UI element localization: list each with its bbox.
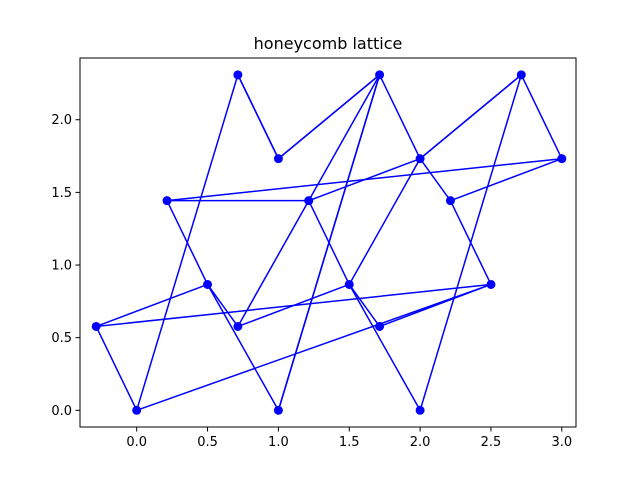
data-point-10 [162, 196, 172, 206]
data-point-15 [557, 154, 567, 164]
data-point-18 [516, 70, 526, 80]
data-point-14 [415, 154, 425, 164]
data-point-16 [233, 70, 243, 80]
data-point-9 [486, 279, 496, 289]
data-point-6 [375, 321, 385, 331]
x-tick-label: 1.0 [268, 435, 289, 450]
y-tick-label: 2.0 [51, 113, 72, 128]
y-tick-label: 0.5 [51, 331, 72, 346]
x-tick-label: 0.5 [197, 435, 218, 450]
y-tick-label: 1.5 [51, 186, 72, 201]
data-point-11 [304, 196, 314, 206]
data-point-5 [233, 321, 243, 331]
data-point-13 [273, 154, 283, 164]
series-line-6 [277, 74, 563, 412]
data-point-4 [91, 321, 101, 331]
data-point-1 [132, 405, 142, 415]
data-point-17 [375, 70, 385, 80]
markers-layer [91, 70, 567, 415]
chart-title: honeycomb lattice [254, 34, 403, 53]
x-tick-label: 2.0 [410, 435, 431, 450]
data-point-12 [445, 196, 455, 206]
data-point-7 [203, 279, 213, 289]
x-tick-label: 0.0 [126, 435, 147, 450]
plot-frame [79, 57, 577, 428]
data-point-3 [415, 405, 425, 415]
y-tick-label: 1.0 [51, 259, 72, 274]
data-point-8 [344, 279, 354, 289]
x-tick-label: 1.5 [339, 435, 360, 450]
data-point-2 [273, 405, 283, 415]
axes-layer: 0.0 0.5 1.0 1.5 2.0 2.5 3.0 0.0 0.5 1.0 1.5 2.0 [51, 57, 577, 450]
y-tick-label: 0.0 [51, 404, 72, 419]
x-tick-label: 3.0 [551, 435, 572, 450]
series-line-2 [95, 283, 492, 328]
x-tick-label: 2.5 [481, 435, 502, 450]
